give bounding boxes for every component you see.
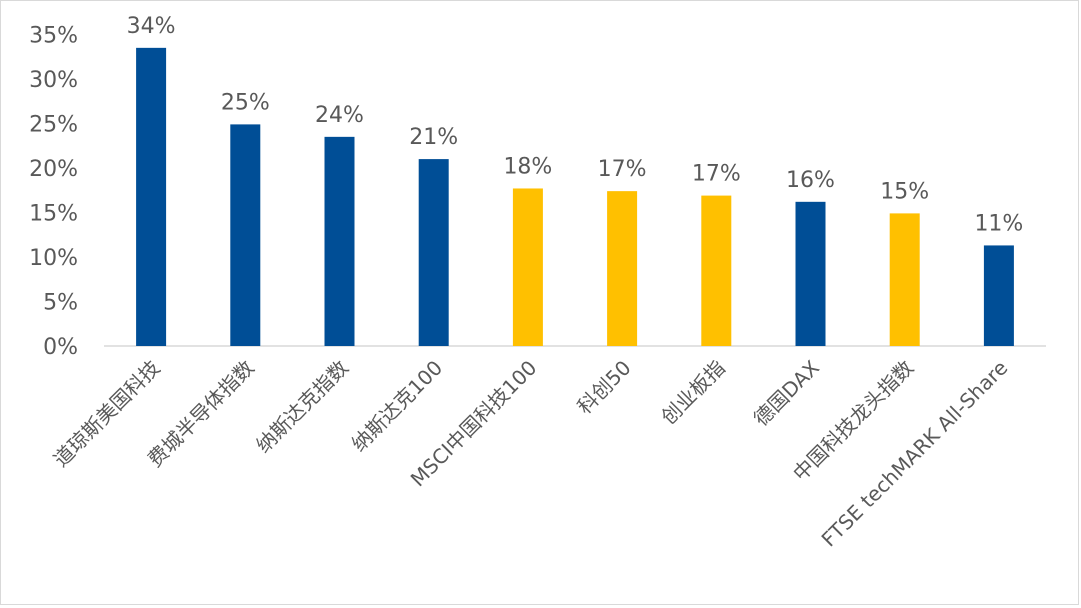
bar [983, 245, 1014, 346]
category-label: 创业板指 [656, 356, 730, 430]
bar [795, 201, 826, 346]
bar [889, 213, 920, 346]
bar [324, 136, 355, 346]
bar [701, 195, 732, 346]
data-labels-group: 34% 25% 24% 21% 18% 17% 17% 16% 15% 11% [127, 14, 1024, 237]
y-tick-label: 15% [29, 202, 78, 227]
category-label: FTSE techMARK All-Share [817, 356, 1013, 552]
bar [512, 188, 543, 346]
category-label: 科创50 [572, 356, 635, 419]
bars-group [136, 47, 1014, 346]
data-label: 17% [692, 162, 741, 187]
data-label: 34% [127, 14, 176, 39]
data-label: 18% [503, 154, 552, 179]
bar [607, 191, 638, 346]
y-tick-label: 20% [29, 157, 78, 182]
data-label: 15% [880, 179, 929, 204]
data-label: 24% [315, 103, 364, 128]
y-tick-label: 30% [29, 68, 78, 93]
y-tick-label: 0% [43, 335, 78, 360]
data-label: 16% [786, 168, 835, 193]
data-label: 21% [409, 125, 458, 150]
category-label: 纳斯达克指数 [251, 356, 353, 458]
y-tick-label: 35% [29, 24, 78, 49]
y-tick-label: 5% [43, 291, 78, 316]
data-label: 25% [221, 90, 270, 115]
y-tick-label: 10% [29, 246, 78, 271]
data-label: 17% [598, 157, 647, 182]
bar [418, 159, 449, 346]
y-axis-tick-labels: 0% 5% 10% 15% 20% 25% 30% 35% [29, 24, 78, 361]
data-label: 11% [974, 211, 1023, 236]
category-label: 德国DAX [749, 355, 824, 430]
bar [230, 124, 261, 346]
y-tick-label: 25% [29, 113, 78, 138]
category-label: 纳斯达克100 [347, 356, 448, 457]
bar [136, 47, 167, 346]
